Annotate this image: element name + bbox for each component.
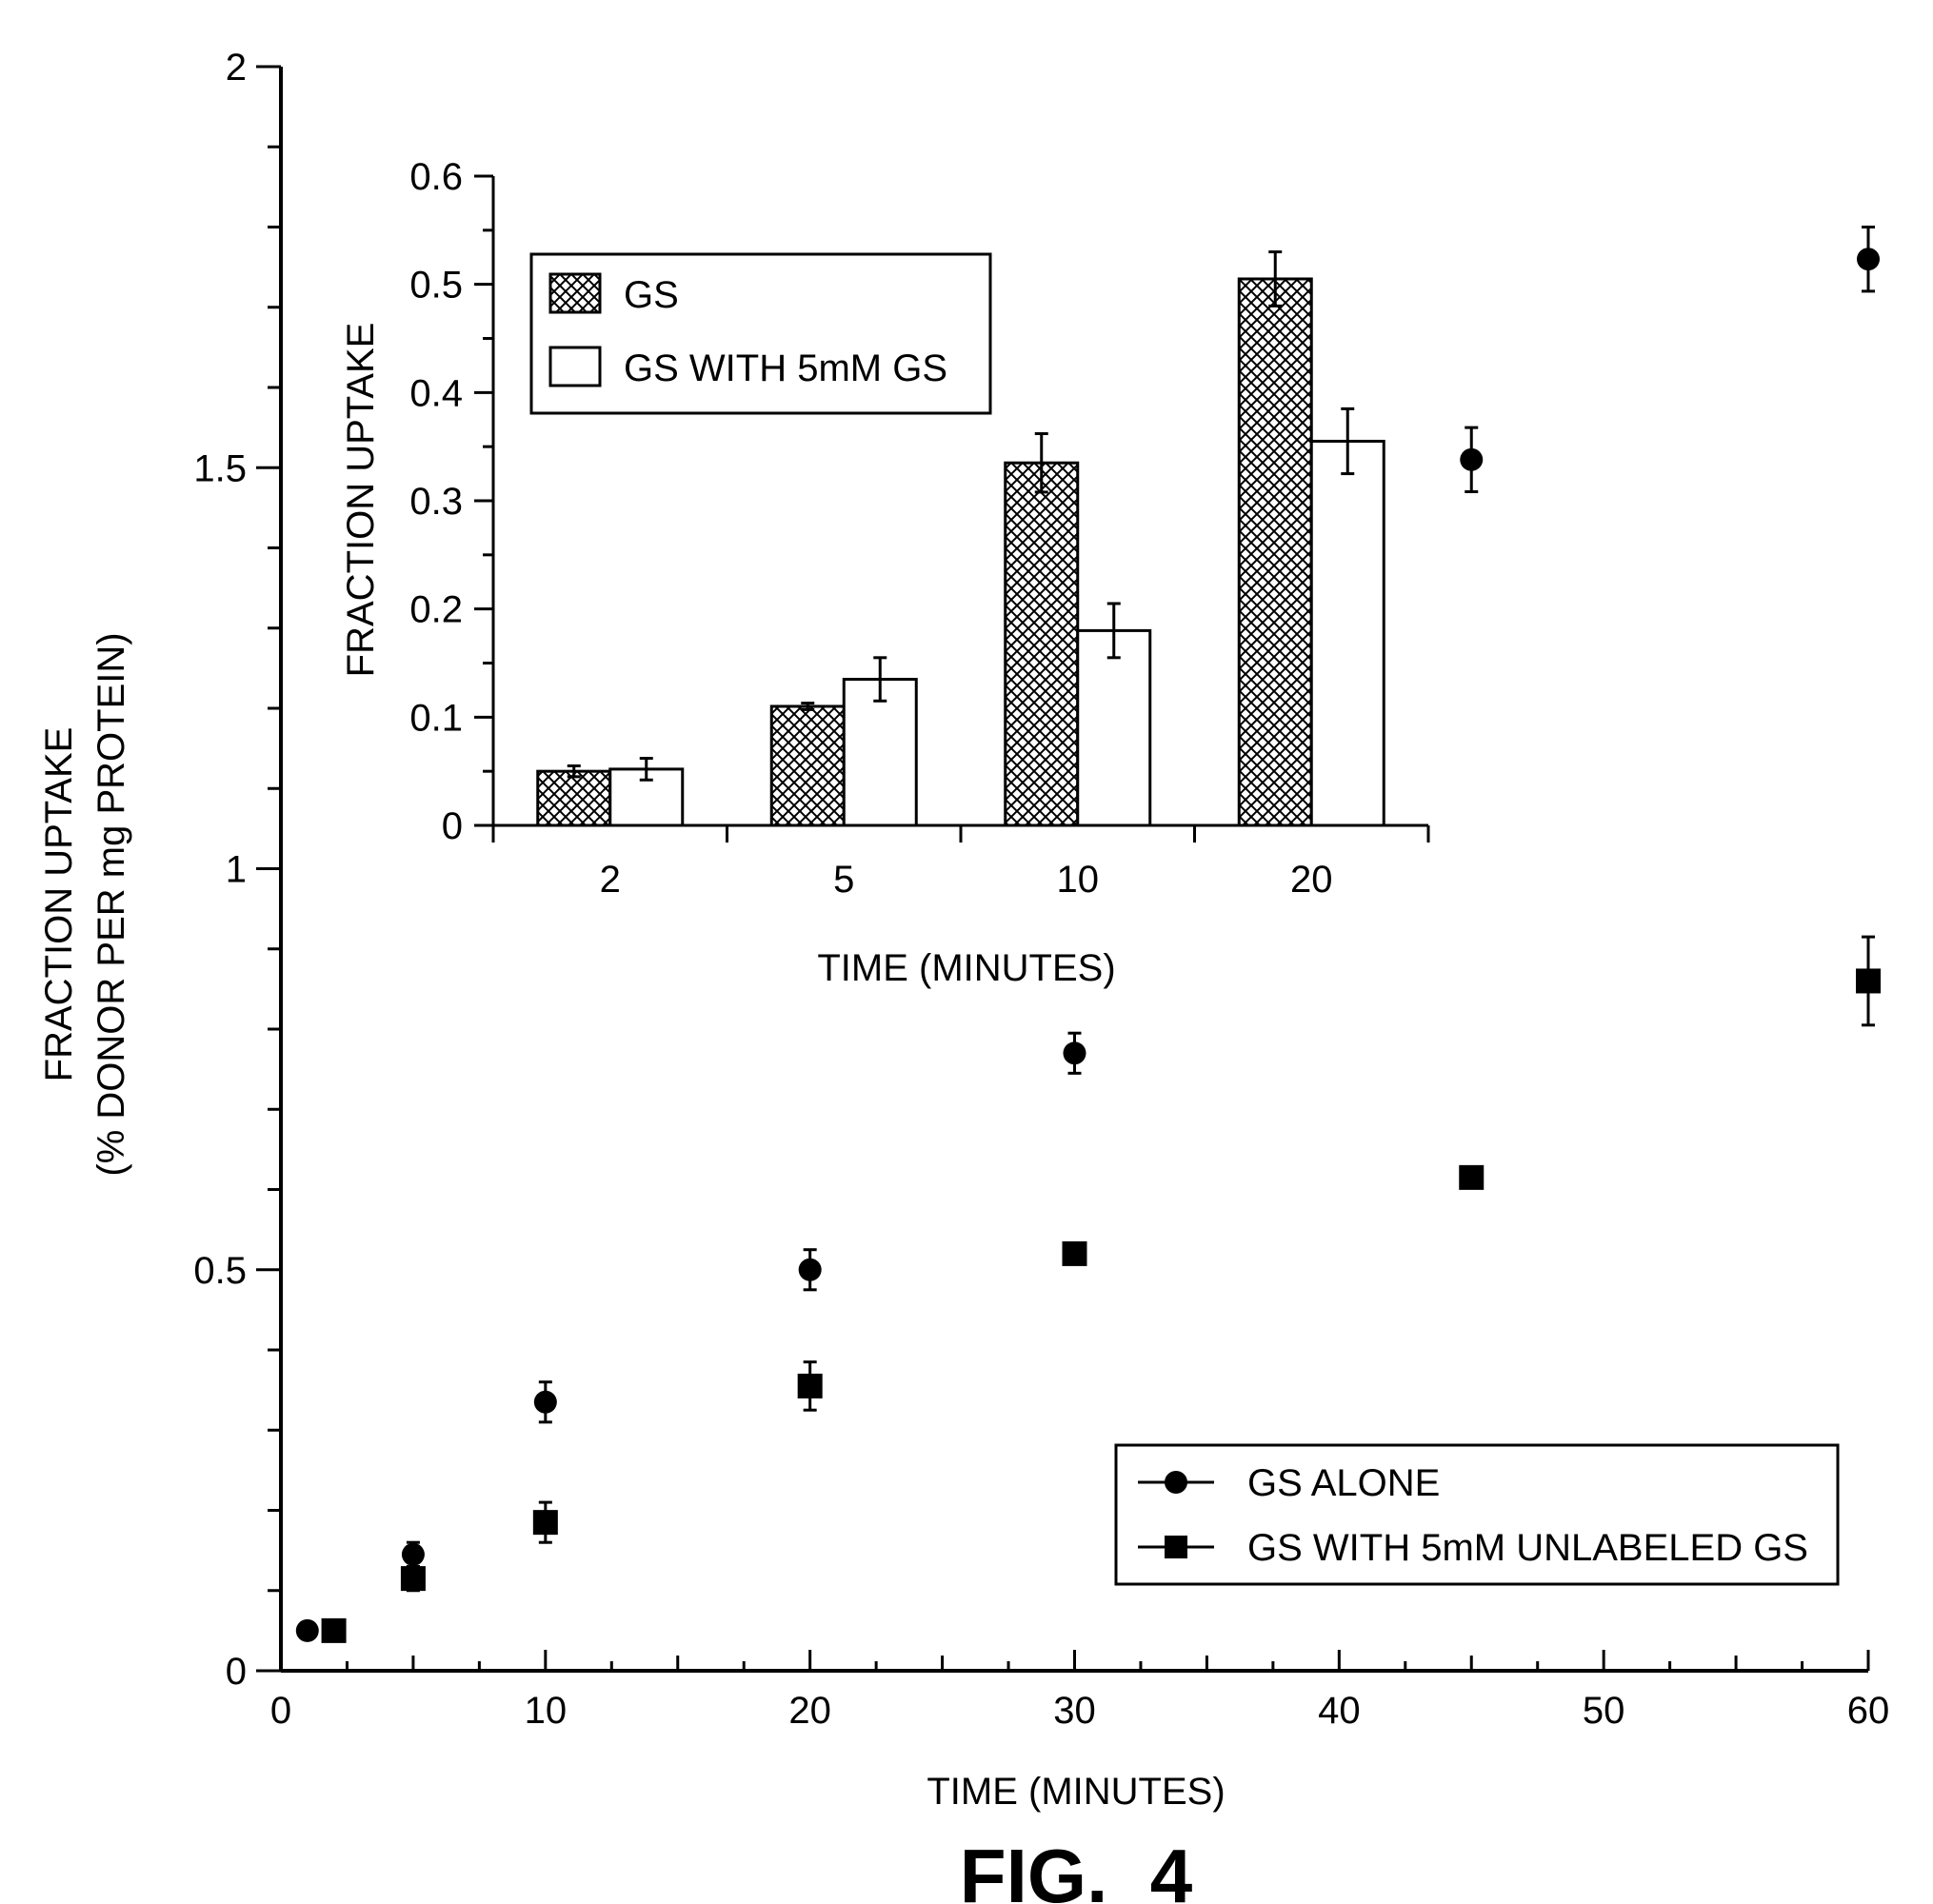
inset-y-tick-label: 0.4 — [409, 372, 463, 414]
legend-label-gs-unlabeled: GS WITH 5mM UNLABELED GS — [1247, 1527, 1808, 1569]
main-x-ticks: 0 10 20 30 40 50 60 — [270, 1650, 1889, 1732]
bar-gs-with-5mm — [1078, 630, 1150, 825]
legend-marker-circle — [1165, 1471, 1187, 1494]
inset-y-tick-label: 0.5 — [409, 265, 463, 307]
inset-chart: 0 0.1 0.2 0.3 0.4 0.5 0.6 2 5 10 20 TIME (MINUTES… — [340, 156, 1428, 989]
legend-label-gs-alone: GS ALONE — [1247, 1462, 1440, 1504]
y-tick-label: 1 — [226, 849, 247, 891]
data-point-gs-unlabeled — [533, 1510, 558, 1535]
x-tick-label: 60 — [1847, 1690, 1890, 1732]
inset-y-tick-label: 0 — [442, 805, 463, 847]
main-y-axis-label: FRACTION UPTAKE (% DONOR PER mg PROTEIN) — [38, 632, 132, 1176]
data-point-gs-alone — [402, 1543, 425, 1566]
inset-x-ticks: 2 5 10 20 — [493, 825, 1428, 901]
data-point-gs-unlabeled — [1459, 1165, 1484, 1190]
inset-y-tick-label: 0.6 — [409, 156, 463, 198]
data-point-gs-alone — [1064, 1041, 1086, 1064]
x-tick-label: 10 — [525, 1690, 568, 1732]
data-point-gs-alone — [296, 1619, 319, 1642]
figure-label: FIG. 4 — [960, 1834, 1193, 1904]
data-point-gs-unlabeled — [798, 1374, 823, 1398]
data-point-gs-alone — [1460, 448, 1483, 471]
inset-x-tick-label: 5 — [833, 859, 854, 901]
legend-label-gs-with-5mm: GS WITH 5mM GS — [624, 347, 947, 389]
data-point-gs-alone — [799, 1259, 822, 1281]
inset-y-axis-label: FRACTION UPTAKE — [340, 323, 382, 678]
data-point-gs-alone — [1857, 248, 1880, 270]
legend-swatch-crosshatch — [550, 274, 600, 312]
bar-gs — [1239, 279, 1311, 825]
inset-y-tick-label: 0.3 — [409, 481, 463, 523]
data-point-gs-unlabeled — [1856, 968, 1881, 993]
legend-marker-square — [1165, 1536, 1187, 1558]
main-y-axis-label-line-2: (% DONOR PER mg PROTEIN) — [90, 632, 132, 1176]
inset-y-ticks: 0 0.1 0.2 0.3 0.4 0.5 0.6 — [409, 156, 493, 847]
data-point-gs-alone — [534, 1391, 557, 1414]
data-point-gs-unlabeled — [1063, 1241, 1087, 1266]
inset-legend: GS GS WITH 5mM GS — [531, 254, 990, 413]
main-legend: GS ALONE GS WITH 5mM UNLABELED GS — [1116, 1445, 1838, 1584]
x-tick-label: 40 — [1318, 1690, 1361, 1732]
bar-gs — [1006, 463, 1078, 825]
main-y-axis-label-line-1: FRACTION UPTAKE — [38, 727, 80, 1082]
y-tick-label: 0.5 — [193, 1250, 247, 1292]
y-tick-label: 2 — [226, 47, 247, 89]
bar-gs — [771, 706, 844, 825]
x-tick-label: 20 — [788, 1690, 831, 1732]
y-tick-label: 0 — [226, 1651, 247, 1693]
data-point-gs-unlabeled — [401, 1566, 426, 1591]
x-tick-label: 50 — [1583, 1690, 1625, 1732]
bar-gs — [538, 771, 610, 825]
inset-x-tick-label: 20 — [1290, 859, 1333, 901]
x-tick-label: 0 — [270, 1690, 291, 1732]
legend-label-gs: GS — [624, 274, 679, 316]
inset-y-tick-label: 0.1 — [409, 697, 463, 739]
main-y-ticks: 0 0.5 1 1.5 2 — [193, 47, 281, 1693]
y-tick-label: 1.5 — [193, 447, 247, 489]
legend-swatch-white — [550, 347, 600, 386]
main-data-points — [296, 228, 1881, 1643]
inset-x-tick-label: 2 — [600, 859, 621, 901]
main-x-axis-label: TIME (MINUTES) — [927, 1771, 1225, 1813]
data-point-gs-unlabeled — [322, 1618, 347, 1643]
inset-y-tick-label: 0.2 — [409, 589, 463, 631]
inset-x-axis-label: TIME (MINUTES) — [817, 947, 1115, 989]
x-tick-label: 30 — [1053, 1690, 1096, 1732]
bar-gs-with-5mm — [1311, 441, 1384, 825]
inset-x-tick-label: 10 — [1057, 859, 1100, 901]
